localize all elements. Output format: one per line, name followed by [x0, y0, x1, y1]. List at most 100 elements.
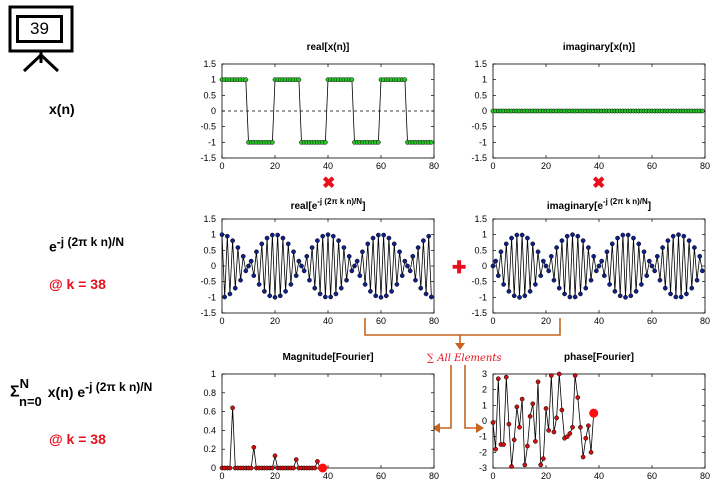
data-point	[272, 294, 278, 300]
y-tick-label: 0	[482, 261, 487, 271]
title-main: imaginary[e	[547, 201, 604, 212]
data-point	[376, 139, 381, 145]
data-point	[346, 253, 352, 259]
data-point	[670, 233, 676, 239]
data-point	[575, 233, 581, 239]
data-point	[572, 294, 578, 300]
data-point	[535, 379, 541, 385]
data-point	[668, 291, 673, 297]
data-point	[609, 241, 615, 247]
data-point	[293, 457, 299, 462]
data-point	[352, 263, 357, 269]
data-point	[556, 285, 562, 291]
data-point	[224, 233, 230, 239]
data-point	[554, 245, 559, 250]
y-tick-label: -1	[479, 432, 487, 442]
data-point	[301, 268, 307, 274]
data-point	[551, 429, 557, 435]
data-point	[291, 249, 296, 255]
data-point	[625, 232, 631, 238]
y-tick-label: 1	[211, 75, 216, 85]
data-point	[546, 428, 552, 433]
data-point	[349, 77, 355, 83]
data-point	[546, 268, 552, 274]
data-point	[344, 277, 349, 283]
data-point	[578, 291, 583, 297]
chart-title: imaginary[e-j (2π k n)/N]	[547, 197, 651, 212]
data-point	[251, 444, 257, 450]
y-tick-label: 0.8	[203, 388, 216, 398]
y-tick-label: 1.5	[474, 214, 487, 224]
data-point	[527, 288, 533, 294]
x-tick-label: 40	[594, 471, 604, 481]
y-tick-label: 1	[482, 400, 487, 410]
data-point	[533, 439, 538, 444]
data-point	[641, 249, 647, 255]
data-point	[665, 238, 671, 244]
y-tick-label: 1.5	[203, 214, 216, 224]
chart-imag_x: imaginary[x(n)] 0 20 40 60 80 1.5 1 0.5 0 -0.5 -1 -1…	[471, 42, 710, 171]
y-tick-label: 0.5	[203, 245, 216, 255]
data-point	[312, 465, 318, 471]
x-tick-label: 80	[429, 316, 439, 326]
data-point	[612, 288, 618, 294]
data-point	[689, 285, 695, 291]
data-point	[230, 238, 235, 244]
data-point	[676, 232, 681, 238]
x-tick-label: 60	[376, 161, 386, 171]
exp-base: e	[49, 238, 57, 255]
x-tick-label: 40	[594, 316, 604, 326]
x-tick-label: 60	[647, 161, 657, 171]
x-tick-label: 20	[541, 161, 551, 171]
y-tick-label: 1	[211, 230, 216, 240]
x-tick-label: 80	[700, 471, 710, 481]
data-point	[591, 253, 597, 259]
data-point	[607, 282, 612, 287]
data-point	[647, 258, 652, 264]
data-point	[615, 235, 620, 241]
data-point	[264, 235, 270, 241]
data-point	[330, 233, 336, 239]
data-point	[636, 241, 642, 247]
data-point	[548, 253, 554, 259]
x-tick-label: 20	[270, 471, 280, 481]
data-point	[383, 293, 389, 299]
data-point	[354, 258, 360, 264]
data-point	[657, 277, 663, 283]
data-point	[567, 431, 573, 436]
series-line	[221, 234, 432, 298]
data-point	[517, 294, 522, 300]
title-superscript: -j (2π k n)/N	[603, 197, 648, 206]
data-point	[270, 232, 275, 238]
data-point	[243, 268, 249, 274]
y-tick-label: -2	[479, 447, 487, 457]
y-tick-label: 0.2	[203, 444, 216, 454]
data-point	[535, 249, 541, 255]
y-tick-label: -1	[479, 137, 487, 147]
data-point	[219, 232, 225, 238]
data-point	[522, 293, 528, 299]
data-point	[248, 465, 254, 471]
data-point	[394, 282, 400, 287]
x-tick-label: 20	[541, 316, 551, 326]
data-point	[501, 442, 506, 447]
data-point	[391, 241, 397, 247]
x-tick-label: 0	[219, 471, 224, 481]
data-point	[556, 371, 562, 377]
data-point	[312, 285, 318, 291]
data-point	[506, 421, 512, 427]
y-tick-label: 0.4	[203, 425, 216, 435]
data-point	[410, 253, 416, 259]
data-point	[315, 459, 320, 464]
x-tick-label: 80	[700, 316, 710, 326]
data-point	[511, 437, 517, 443]
data-point	[551, 277, 557, 283]
data-point	[362, 282, 368, 287]
data-point	[277, 293, 283, 299]
data-point	[649, 263, 655, 269]
data-point	[235, 245, 241, 250]
data-point	[588, 277, 594, 283]
data-point	[697, 253, 703, 259]
data-point	[246, 263, 251, 269]
